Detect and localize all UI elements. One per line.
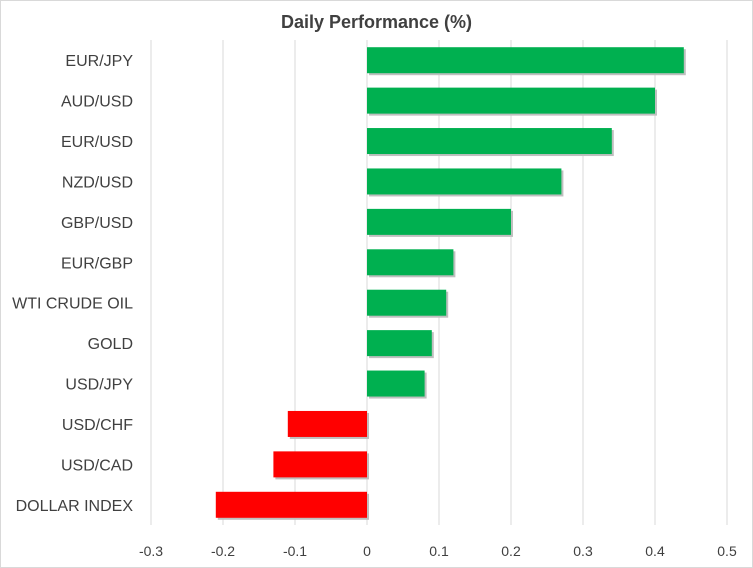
x-tick-label: 0.3	[573, 543, 593, 559]
category-labels: EUR/JPY AUD/USD EUR/USD NZD/USD GBP/USD EUR/G…	[12, 53, 133, 515]
bar	[367, 370, 425, 397]
bar	[367, 208, 511, 235]
x-tick-label: -0.3	[139, 543, 163, 559]
x-tick-label: 0	[363, 543, 371, 559]
bar	[273, 451, 367, 478]
bar	[367, 87, 655, 114]
category-label: WTI CRUDE OIL	[12, 296, 133, 313]
category-label: GOLD	[88, 336, 133, 353]
gridlines	[150, 40, 728, 525]
x-tick-label: -0.1	[283, 543, 307, 559]
category-label: AUD/USD	[61, 94, 133, 111]
category-label: EUR/JPY	[65, 53, 133, 70]
x-tick-label: 0.2	[501, 543, 521, 559]
bar	[367, 168, 562, 195]
x-tick-label: 0.1	[429, 543, 449, 559]
bar	[367, 249, 454, 276]
category-label: USD/CAD	[61, 457, 133, 474]
category-label: NZD/USD	[62, 174, 133, 191]
category-label: USD/CHF	[62, 417, 133, 434]
bar	[367, 330, 432, 357]
category-label: DOLLAR INDEX	[16, 498, 134, 515]
x-tick-labels: -0.3 -0.2 -0.1 0 0.1 0.2 0.3 0.4 0.5	[139, 543, 737, 559]
bar	[367, 47, 684, 74]
category-label: EUR/USD	[61, 134, 133, 151]
category-label: EUR/GBP	[61, 255, 133, 272]
bars	[215, 47, 686, 520]
x-tick-label: 0.5	[717, 543, 737, 559]
chart-title: Daily Performance (%)	[280, 12, 473, 32]
bar	[287, 410, 367, 437]
bar	[215, 491, 367, 518]
category-label: USD/JPY	[65, 377, 133, 394]
category-label: GBP/USD	[61, 215, 133, 232]
x-tick-label: -0.2	[211, 543, 235, 559]
bar	[367, 289, 447, 316]
x-tick-label: 0.4	[645, 543, 665, 559]
bar	[367, 128, 612, 155]
